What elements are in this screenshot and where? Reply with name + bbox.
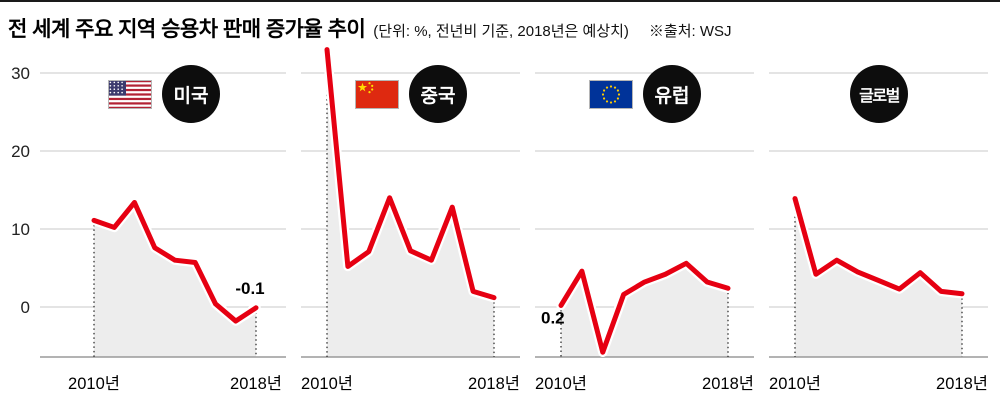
panel-header-global: 글로벌 [768,65,990,123]
y-tick-label: 20 [11,142,30,161]
line-chart-china: 2010년 2018년 [301,45,520,393]
x-axis-label: 2018년 [230,374,282,393]
us-flag-icon [108,79,152,109]
chart-panel-global: 글로벌 2010년 2018년 [768,45,990,395]
x-axis-label: 2010년 [301,374,353,393]
chart-panel-china: 중국 2010년 2018년 [300,45,522,395]
eu-flag-icon [589,79,633,109]
panel-header-china: 중국 [300,65,522,123]
header: 전 세계 주요 지역 승용차 판매 증가율 추이 (단위: %, 전년비 기준,… [0,2,1000,43]
panel-header-europe: 유럽 [534,65,756,123]
line-chart-us: 30 20 10 0 -0.1 2010년 2018년 [11,64,286,393]
point-label-europe: 0.2 [541,308,565,327]
x-axis-label: 2018년 [468,374,520,393]
line-chart-europe: 0.2 2010년 2018년 [535,72,754,393]
x-axis-label: 2018년 [936,374,988,393]
source-note: ※출처: WSJ [648,23,732,40]
top-rule [0,0,1000,2]
x-axis-label: 2018년 [702,374,754,393]
unit-note: (단위: %, 전년비 기준, 2018년은 예상치) [373,23,629,40]
panel-header-us: 미국 [40,65,288,123]
chart-panel-us: 미국 30 20 10 0 -0.1 2010년 2018년 [6,45,288,395]
page-title: 전 세계 주요 지역 승용차 판매 증가율 추이 [8,18,366,41]
region-badge-europe: 유럽 [643,65,701,123]
y-tick-label: 10 [11,220,30,239]
x-axis-label: 2010년 [68,374,120,393]
region-badge-global: 글로벌 [850,65,908,123]
x-axis-label: 2010년 [769,374,821,393]
y-tick-label: 30 [11,64,30,83]
point-label-us: -0.1 [235,279,264,298]
chart-panel-europe: 유럽 0.2 2010년 2018년 [534,45,756,395]
region-badge-us: 미국 [162,65,220,123]
y-tick-label: 0 [21,298,30,317]
cn-flag-icon [355,79,399,109]
region-badge-china: 중국 [409,65,467,123]
x-axis-label: 2010년 [535,374,587,393]
charts-row: 미국 30 20 10 0 -0.1 2010년 2018년 중국 2010년 2018년 유럽 0.2… [0,45,1000,395]
